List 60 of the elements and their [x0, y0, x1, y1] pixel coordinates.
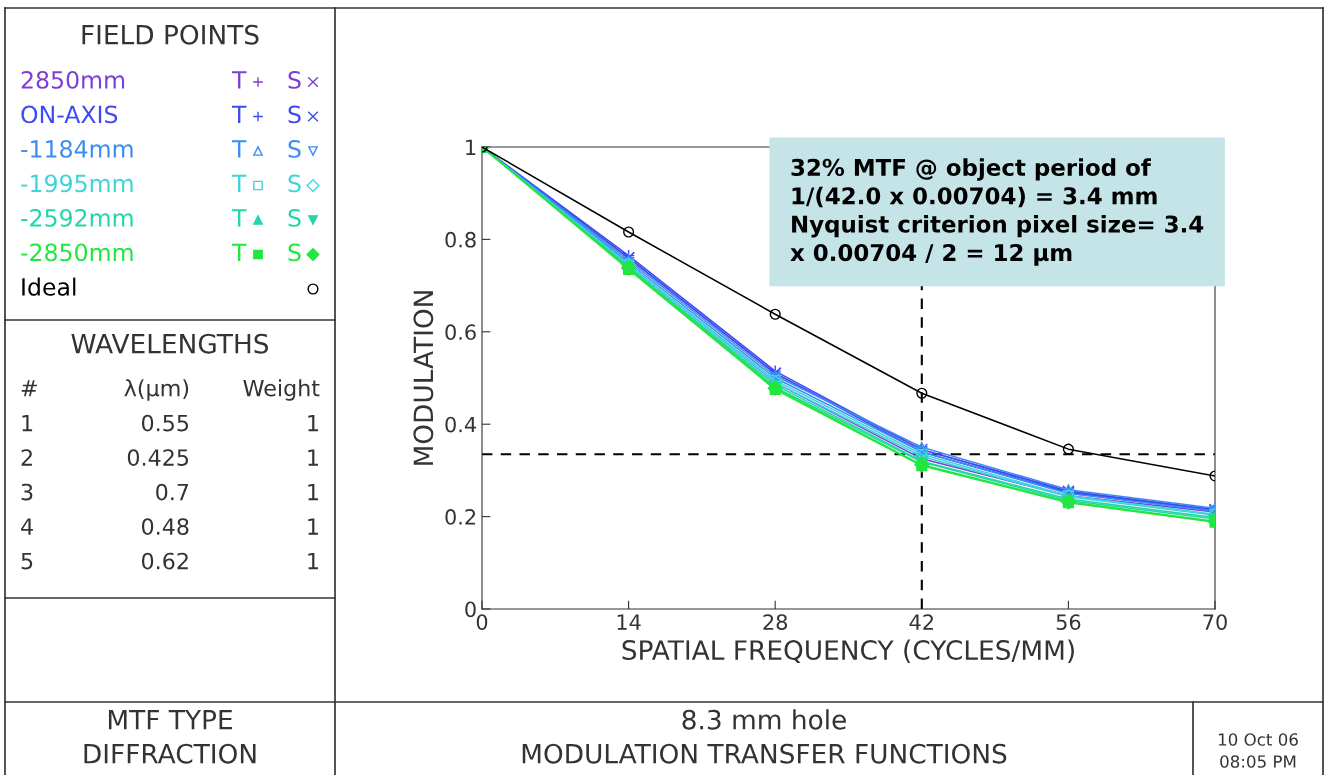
text: 1	[22, 414, 33, 432]
x-tick-label: 14	[617, 614, 641, 630]
text: 1	[308, 518, 318, 535]
text: 0.55	[141, 414, 189, 432]
text: 2850mm	[21, 70, 125, 89]
text: #	[21, 380, 37, 397]
text: 1	[308, 449, 318, 466]
text: 1	[308, 552, 318, 570]
text: 08:05 PM	[1220, 755, 1296, 768]
text: ON-AXIS	[21, 105, 118, 124]
text: -2850mm	[21, 243, 133, 262]
text: 8.3 mm hole	[682, 709, 846, 730]
text: λ(µm)	[124, 379, 189, 401]
x-tick-label: 70	[1203, 614, 1227, 630]
text: MTF TYPE	[108, 710, 232, 730]
text: WAVELENGTHS	[71, 333, 269, 354]
text: T	[231, 209, 247, 227]
text: 0.425	[127, 449, 189, 466]
x-tick-label: 28	[763, 614, 788, 630]
text: 3	[21, 483, 33, 501]
text: Weight	[243, 379, 320, 401]
text: 0.62	[141, 552, 188, 570]
y-tick-label: 0.8	[445, 231, 476, 248]
text: Ideal	[22, 277, 76, 296]
text: -1184mm	[21, 139, 133, 158]
x-tick-label: 42	[909, 614, 933, 630]
y-tick-label: 0.6	[445, 324, 476, 341]
text: T	[231, 174, 247, 193]
text: S	[288, 208, 301, 227]
text: T	[231, 243, 247, 262]
text: 1	[308, 414, 318, 432]
text: S	[288, 139, 301, 158]
text: DIFFRACTION	[84, 743, 256, 764]
text: 0.7	[156, 483, 189, 501]
text: S	[288, 105, 301, 124]
text: 1	[308, 483, 318, 501]
y-tick-label: 1	[466, 139, 476, 155]
text: -1995mm	[21, 174, 133, 193]
text: MODULATION TRANSFER FUNCTIONS	[522, 743, 1007, 764]
y-tick-label: 0	[465, 601, 476, 618]
y-tick-label: 0.2	[445, 509, 476, 525]
text: 10 Oct 06	[1218, 733, 1298, 746]
y-axis-title: MODULATION	[413, 291, 434, 465]
text: -2592mm	[21, 208, 133, 227]
text: T	[231, 140, 247, 158]
text: S	[288, 70, 301, 89]
legend-title: FIELD POINTS	[82, 24, 259, 45]
text: 0.48	[141, 518, 189, 535]
x-tick-label: 56	[1056, 614, 1081, 630]
x-tick-label: 0	[476, 614, 488, 630]
text: T	[231, 105, 247, 124]
text: S	[288, 243, 301, 262]
x-axis-title: SPATIAL FREQUENCY (CYCLES/MM)	[622, 639, 1074, 664]
text: 5	[21, 552, 33, 570]
text: S	[288, 174, 301, 193]
annotation: 32% MTF @ object period of 1/(42.0 x 0.00704) = 3.4 mm Nyquist criterion pixel size= 3.4 x 0.00704 / 2 = 12 µm	[790, 158, 1204, 266]
y-tick-label: 0.4	[445, 416, 476, 433]
text: 2	[21, 449, 32, 466]
text: T	[231, 71, 247, 89]
text: 4	[21, 518, 33, 535]
